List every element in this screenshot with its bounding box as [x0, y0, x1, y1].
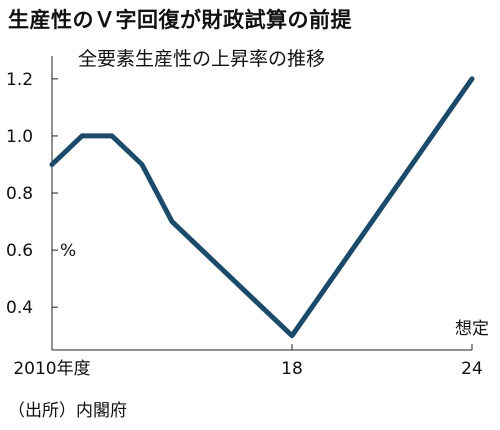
- y-tick-label: 1.0: [6, 127, 33, 147]
- y-axis-ticks: 0.4 0.6 0.8 1.0 1.2: [6, 70, 58, 318]
- x-axis-ticks: 2010年度 18 24: [13, 344, 483, 379]
- projection-note: 想定: [455, 319, 489, 339]
- line-chart: 0.4 0.6 0.8 1.0 1.2 2010年度 18 24 % 想定: [6, 56, 489, 379]
- y-tick-label: 0.6: [6, 241, 33, 261]
- y-unit-label: %: [60, 241, 76, 261]
- x-tick-label: 18: [281, 359, 303, 379]
- series-group: [49, 76, 475, 339]
- y-tick-label: 0.4: [6, 298, 33, 318]
- x-tick-label: 2010年度: [13, 359, 90, 379]
- y-tick-label: 1.2: [6, 70, 33, 90]
- y-tick-label: 0.8: [6, 184, 33, 204]
- source-note: （出所）内閣府: [8, 401, 127, 421]
- series-line: [49, 76, 475, 339]
- x-tick-label: 24: [461, 359, 483, 379]
- chart-subtitle: 全要素生産性の上昇率の推移: [78, 48, 326, 70]
- chart-title: 生産性のＶ字回復が財政試算の前提: [8, 8, 352, 32]
